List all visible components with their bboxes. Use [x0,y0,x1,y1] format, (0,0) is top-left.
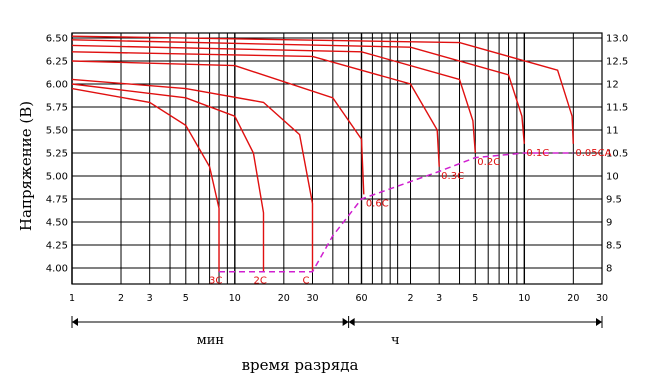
y-left-tick: 6.25 [46,57,68,68]
x-tick: 1 [69,293,75,304]
segment-arrow [342,318,349,326]
y-right-tick: 10 [606,172,619,183]
curve-label: 0.05CA [575,148,611,159]
time-segments: мин ч [71,316,603,348]
y-left-tick: 4.75 [46,195,68,206]
curve-label: 0.2C [477,157,500,168]
y-right-tick: 10.5 [606,149,628,160]
plot-frame [71,32,603,285]
y-right-tick: 11.5 [606,103,628,114]
cutoff-dashed-line [219,152,574,273]
y-axis-title: Напряжение (В) [17,101,35,231]
grid-lines [71,32,603,285]
discharge-curves [71,35,574,272]
discharge-curve [71,51,440,167]
curve-label: 0.1C [526,148,549,159]
curve-label: 3C [209,276,222,287]
x-tick: 30 [306,293,318,304]
discharge-curve [71,39,525,144]
y-left-tick: 4.00 [46,264,68,275]
y-right-tick: 9 [606,218,612,229]
tick-labels: 6.50 6.25 6.00 5.75 5.50 5.25 5.00 4.75 4.50 4.25… [46,34,629,305]
x-tick: 5 [183,293,189,304]
y-right-tick: 8.5 [606,241,622,252]
discharge-curve [71,83,265,272]
curve-label: 0.6C [366,198,389,209]
x-tick: 2 [407,293,413,304]
y-left-tick: 4.25 [46,241,68,252]
discharge-curve [71,78,314,272]
x-tick: 20 [278,293,290,304]
discharge-curve [71,35,574,144]
curve-label: 2C [253,276,266,287]
x-tick: 10 [518,293,530,304]
x-tick: 10 [229,293,241,304]
y-left-tick: 5.50 [46,126,68,137]
y-left-tick: 4.50 [46,218,68,229]
curve-label: 0.3C [441,171,464,182]
x-tick: 3 [147,293,153,304]
segment-label: мин [197,333,224,348]
y-left-tick: 5.25 [46,149,68,160]
x-tick: 20 [567,293,579,304]
discharge-curve [71,87,220,272]
curve-labels: 3C 2C C 0.6C 0.3C 0.2C 0.1C 0.05CA [209,148,612,287]
curve-label: C [302,276,309,287]
y-right-tick: 11 [606,126,619,137]
y-right-tick: 13.0 [606,34,628,45]
segment-arrow [72,318,78,326]
y-left-tick: 6.00 [46,80,68,91]
y-left-tick: 5.75 [46,103,68,114]
x-tick: 5 [472,293,478,304]
segment-arrow [596,318,602,326]
cutoff-line [219,152,574,273]
discharge-curve [71,44,476,154]
y-right-tick: 9.5 [606,195,622,206]
y-right-tick: 12.5 [606,57,628,68]
y-left-tick: 6.50 [46,34,68,45]
y-right-tick: 8 [606,264,612,275]
discharge-curve [71,60,365,195]
x-tick: 30 [596,293,608,304]
segment-label: ч [391,333,400,348]
y-left-tick: 5.00 [46,172,68,183]
x-tick: 60 [355,293,367,304]
x-axis-title: время разряда [242,356,359,374]
y-right-tick: 12 [606,80,619,91]
segment-arrow [348,318,355,326]
x-tick: 2 [118,293,124,304]
x-tick: 3 [436,293,442,304]
